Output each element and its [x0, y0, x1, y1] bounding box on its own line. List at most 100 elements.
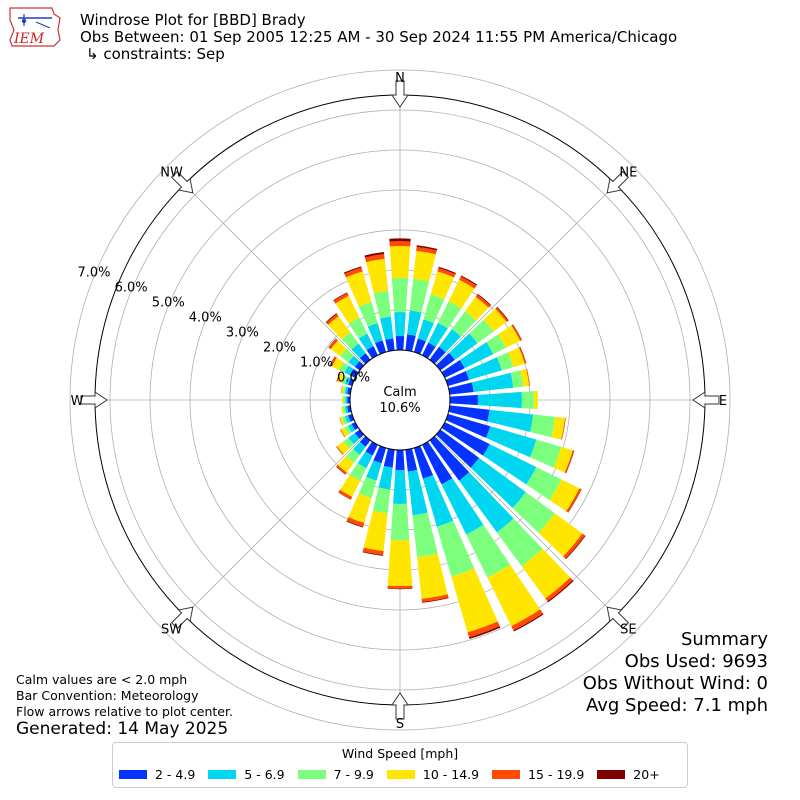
legend-title: Wind Speed [mph] — [341, 746, 459, 761]
wind-bar-segment — [329, 356, 336, 366]
wind-bar-segment — [365, 441, 378, 456]
wind-bar-segment — [387, 585, 413, 589]
wind-bar-segment — [510, 370, 524, 388]
wind-bar-segment — [518, 347, 526, 364]
obs-without-wind: Obs Without Wind: 0 — [582, 673, 768, 694]
wind-bar-segment — [512, 324, 523, 341]
legend-swatch — [597, 770, 626, 779]
wind-bar-segment — [487, 564, 541, 627]
wind-bar-segment — [428, 322, 448, 347]
flow-arrow-icon — [606, 606, 630, 630]
wind-bar-segment — [436, 520, 475, 577]
wind-bar-segment — [416, 245, 438, 251]
wind-bar-segment — [336, 464, 347, 475]
wind-bar-segment — [422, 475, 454, 527]
legend-item: 7 - 9.9 — [297, 767, 374, 782]
wind-bar-segment — [409, 278, 430, 313]
wind-bar-segment — [413, 338, 426, 355]
wind-bar-segment — [459, 472, 514, 533]
obs-between: Obs Between: 01 Sep 2005 12:25 AM - 30 S… — [80, 28, 678, 46]
radial-tick-label: 7.0% — [78, 265, 111, 280]
wind-bar-segment — [449, 333, 478, 360]
wind-bar-segment — [343, 437, 354, 449]
wind-bar-segment — [451, 568, 498, 633]
wind-bar-segment — [565, 450, 575, 474]
wind-bar-segment — [335, 295, 360, 324]
wind-bar-segment — [328, 338, 337, 348]
avg-speed: Avg Speed: 7.1 mph — [586, 695, 768, 716]
legend-label: 5 - 6.9 — [244, 767, 285, 782]
bar-convention: Bar Convention: Meteorology — [16, 688, 199, 703]
spoke-line — [184, 435, 365, 616]
wind-bar-segment — [393, 469, 407, 505]
wind-bar-segment — [460, 275, 478, 286]
wind-bar-segment — [448, 382, 474, 395]
wind-bar-segment — [470, 457, 526, 508]
wind-bar-segment — [405, 334, 416, 352]
legend: Wind Speed [mph] 2 - 4.9 5 - 6.9 7 - 9.9 10… — [112, 742, 688, 788]
wind-bar-segment — [449, 394, 478, 406]
wind-bar-segment — [341, 415, 348, 425]
radial-tick-label: 1.0% — [300, 355, 333, 370]
wind-bar-segment — [333, 292, 348, 301]
wind-bar-segment — [325, 313, 337, 323]
wind-bar-segment — [483, 308, 507, 332]
spoke-line — [435, 435, 616, 616]
legend-item: 10 - 14.9 — [386, 767, 479, 782]
direction-label: E — [719, 394, 727, 409]
wind-bar-segment — [551, 416, 566, 440]
wind-bar-segment — [346, 449, 360, 463]
wind-bar-segment — [451, 311, 477, 337]
wind-bar-segment — [347, 423, 356, 433]
legend-item: 2 - 4.9 — [119, 767, 195, 782]
wind-bar-segment — [441, 422, 490, 456]
wind-bar-segment — [378, 466, 393, 490]
wind-bar-segment — [566, 488, 582, 513]
wind-bar-segment — [513, 613, 544, 632]
wind-bar-segment — [349, 463, 367, 481]
wind-bar-segment — [348, 378, 355, 387]
legend-item: 20+ — [597, 767, 660, 782]
legend-items: 2 - 4.9 5 - 6.9 7 - 9.9 10 - 14.9 15 - 19.9 2… — [119, 767, 673, 782]
radial-tick-label: 3.0% — [226, 325, 259, 340]
wind-bar-segment — [383, 448, 395, 468]
wind-bar-segment — [520, 368, 530, 387]
wind-bar-segment — [348, 493, 372, 523]
wind-bar-segment — [364, 252, 385, 258]
wind-bar-segment — [336, 446, 344, 455]
wind-bar-segment — [417, 553, 448, 599]
wind-bar-segment — [466, 524, 511, 578]
wind-bar-segment — [448, 405, 490, 422]
wind-bar-segment — [459, 276, 477, 289]
wind-bar-segment — [345, 396, 348, 404]
direction-label: N — [395, 71, 405, 86]
wind-bar-segment — [344, 425, 352, 435]
wind-bar-segment — [391, 278, 409, 313]
wind-bar-segment — [441, 359, 465, 378]
wind-bar-segment — [511, 324, 522, 341]
direction-label: NE — [619, 166, 637, 181]
wind-bar-segment — [357, 451, 373, 469]
wind-bar-segment — [413, 445, 434, 479]
wind-bar-segment — [389, 238, 411, 242]
radial-tick-label: 0.0% — [337, 370, 370, 385]
wind-bar-segment — [529, 439, 562, 468]
wind-bar-segment — [345, 376, 351, 385]
wind-bar-segment — [465, 357, 502, 380]
legend-item: 5 - 6.9 — [208, 767, 285, 782]
wind-bar-segment — [387, 539, 413, 586]
flow-arrow-icon — [391, 80, 409, 108]
wind-bar-segment — [486, 426, 537, 458]
wind-bar-segment — [477, 293, 492, 306]
wind-bar-segment — [448, 279, 475, 309]
wind-bar-segment — [337, 373, 345, 383]
wind-bar-segment — [351, 343, 366, 359]
wind-bar-segment — [351, 422, 359, 431]
wind-bar-segment — [354, 361, 364, 371]
wind-bar-segment — [336, 466, 346, 475]
wind-bar-segment — [328, 338, 338, 350]
wind-bar-segment — [344, 386, 349, 395]
flow-arrow-icon — [170, 170, 194, 194]
